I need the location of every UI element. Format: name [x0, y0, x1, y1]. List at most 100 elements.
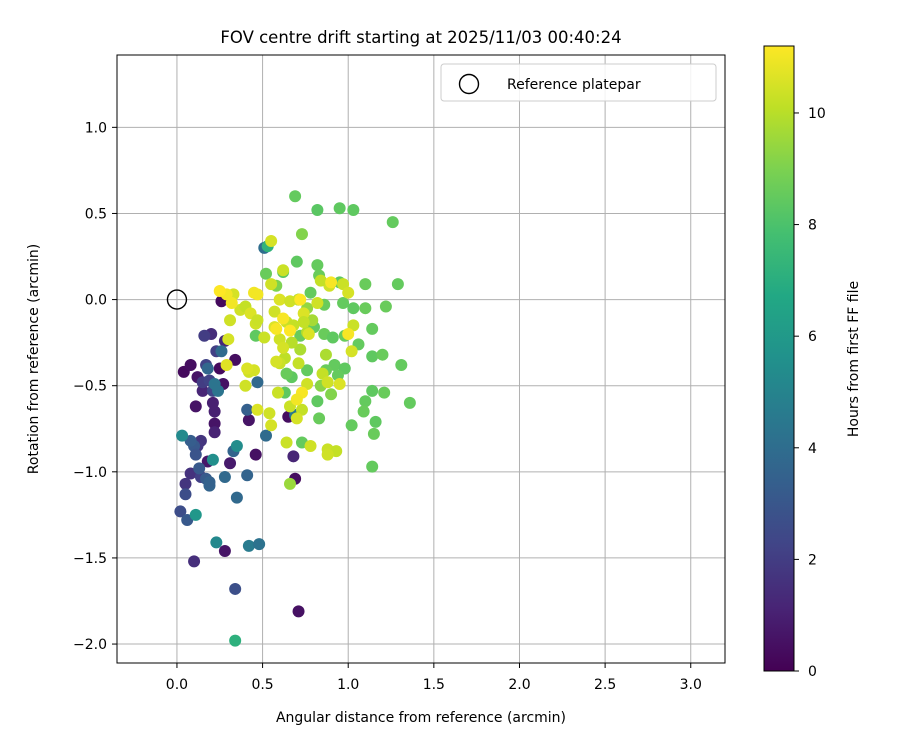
data-point: [347, 319, 360, 332]
data-point: [241, 403, 254, 416]
data-point: [395, 359, 408, 372]
data-point: [366, 350, 379, 363]
data-point: [198, 329, 211, 342]
y-tick-label: −1.0: [73, 465, 107, 481]
data-point: [280, 436, 293, 449]
data-point: [290, 412, 303, 425]
data-point: [218, 470, 231, 483]
y-tick-label: −0.5: [73, 379, 107, 395]
colorbar-tick-label: 10: [808, 106, 826, 122]
data-point: [366, 384, 379, 397]
reference-platepar-marker: [166, 289, 188, 310]
data-point: [251, 288, 264, 301]
data-point: [230, 491, 243, 504]
y-axis-ticks: −2.0 −1.5 −1.0 −0.5 0.0 0.5 1.0: [73, 120, 117, 653]
data-point: [283, 477, 296, 490]
data-point: [239, 379, 252, 392]
data-point: [321, 448, 334, 461]
data-point: [251, 376, 264, 389]
data-point: [260, 267, 273, 280]
colorbar-tick-label: 6: [808, 329, 817, 345]
data-point: [280, 367, 293, 380]
data-point: [386, 216, 399, 229]
data-point: [292, 357, 305, 370]
data-point: [292, 605, 305, 618]
data-point: [311, 204, 324, 217]
data-point: [189, 508, 202, 521]
data-point: [367, 427, 380, 440]
data-point: [174, 505, 187, 518]
data-point: [270, 322, 283, 335]
colorbar-ticks: 0 2 4 6 8 10: [794, 106, 826, 680]
data-point: [295, 403, 308, 416]
data-point: [210, 536, 223, 549]
legend-reference-marker: [458, 73, 480, 95]
x-axis-label: Angular distance from reference (arcmin): [276, 710, 566, 726]
data-point: [277, 341, 290, 354]
colorbar-tick-label: 2: [808, 552, 817, 568]
data-point: [188, 555, 201, 568]
data-point: [263, 407, 276, 420]
data-point: [369, 415, 382, 428]
data-point: [311, 297, 324, 310]
data-point: [314, 274, 327, 287]
data-point: [347, 302, 360, 315]
data-point: [215, 345, 228, 358]
data-point: [333, 377, 346, 390]
data-point: [297, 315, 310, 328]
data-point: [325, 388, 338, 401]
data-point: [342, 328, 355, 341]
data-point: [294, 293, 307, 306]
y-tick-label: −1.5: [73, 551, 107, 567]
data-point: [290, 255, 303, 268]
colorbar-label: Hours from first FF file: [846, 281, 862, 437]
data-point: [224, 457, 237, 470]
data-point: [251, 403, 264, 416]
data-point: [251, 314, 264, 327]
legend-label: Reference platepar: [507, 77, 641, 93]
x-tick-label: 3.0: [680, 677, 702, 693]
data-point: [203, 476, 216, 489]
colorbar-tick-label: 0: [808, 664, 817, 680]
data-point: [337, 278, 350, 291]
data-point: [268, 305, 281, 318]
data-point: [265, 235, 278, 248]
data-point: [213, 284, 226, 297]
x-tick-label: 1.0: [337, 677, 359, 693]
data-point: [208, 417, 221, 430]
data-point: [290, 393, 303, 406]
y-axis-label: Rotation from reference (arcmin): [26, 244, 42, 474]
x-axis-ticks: 0.0 0.5 1.0 1.5 2.0 2.5 3.0: [166, 663, 702, 693]
data-point: [313, 412, 326, 425]
data-point: [242, 539, 255, 552]
x-tick-label: 1.5: [423, 677, 445, 693]
data-point: [179, 488, 192, 501]
data-point: [295, 228, 308, 241]
data-point: [218, 545, 231, 558]
data-point: [224, 314, 237, 327]
data-point: [304, 286, 317, 299]
data-point: [342, 286, 355, 299]
data-point: [277, 312, 290, 325]
data-point: [220, 359, 233, 372]
data-point: [337, 297, 350, 310]
x-tick-label: 0.5: [251, 677, 273, 693]
data-point: [184, 359, 197, 372]
data-point: [311, 259, 324, 272]
data-point: [359, 302, 372, 315]
data-point: [325, 276, 338, 289]
data-point: [253, 538, 266, 551]
data-point: [208, 405, 221, 418]
data-point: [347, 204, 360, 217]
plot-frame: [116, 54, 726, 664]
data-point: [258, 331, 271, 344]
data-point: [301, 364, 314, 377]
data-point: [265, 278, 278, 291]
data-point: [208, 426, 221, 439]
data-point: [241, 469, 254, 482]
data-point: [326, 331, 339, 344]
data-point: [265, 419, 278, 432]
data-point: [391, 278, 404, 291]
data-point: [376, 348, 389, 361]
